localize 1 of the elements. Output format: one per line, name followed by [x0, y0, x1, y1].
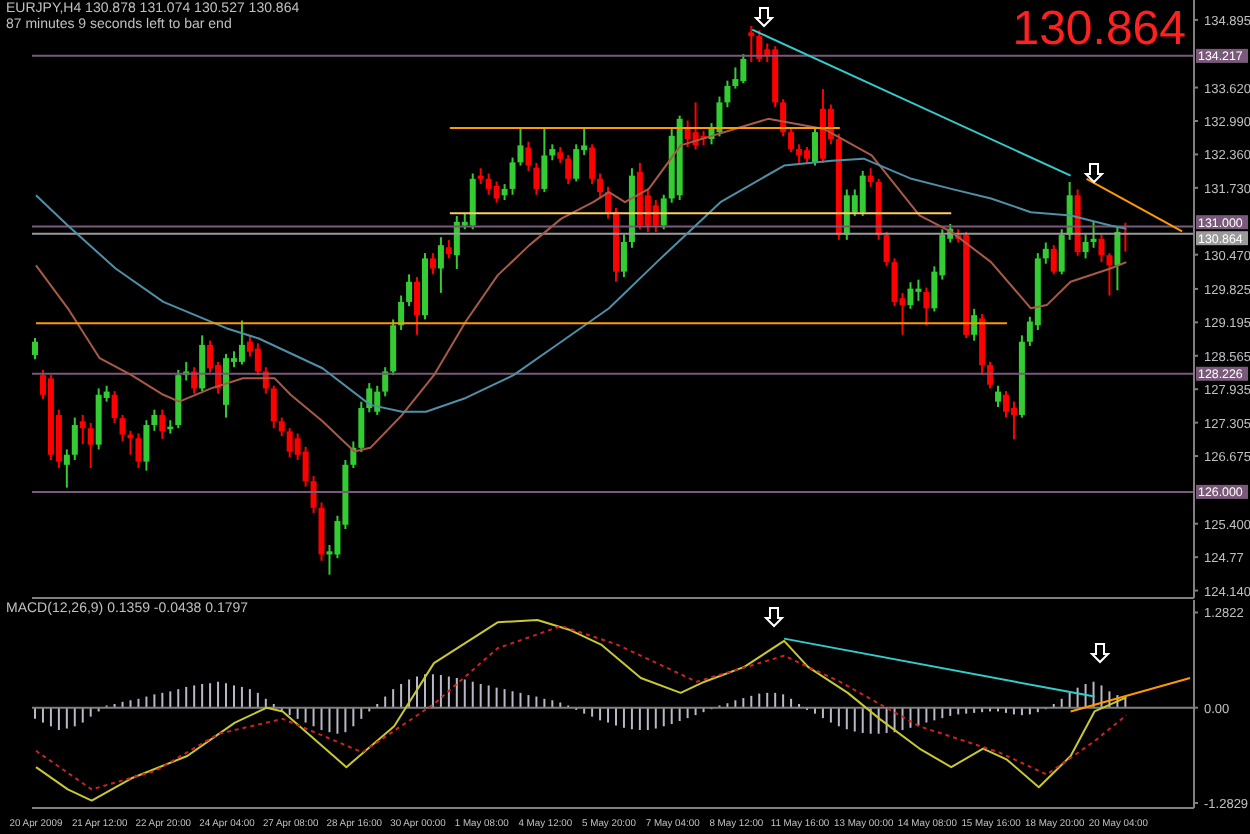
annotation: 130.864 [1012, 2, 1186, 56]
